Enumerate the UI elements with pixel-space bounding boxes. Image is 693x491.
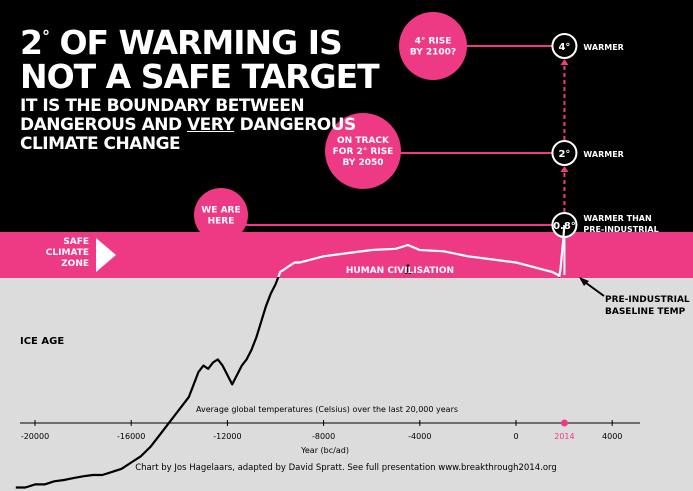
temperature-series-line-dark — [15, 277, 561, 489]
safe-zone-label-line: SAFE — [63, 237, 89, 247]
callout-bubble-text: BY 2100? — [410, 48, 456, 58]
temperature-marker-label: 2° — [558, 149, 570, 160]
baseline-annotation: PRE-INDUSTRIAL BASELINE TEMP — [579, 277, 690, 317]
headline-line-1-rest: OF WARMING IS — [48, 23, 342, 62]
zone-arrow-head — [96, 238, 116, 272]
callout-bubble-text: WE ARE — [201, 206, 240, 216]
temperature-marker-side-text: WARMER THAN — [583, 214, 651, 223]
temperature-marker-circle — [551, 33, 578, 59]
x-axis-tick-label: -16000 — [117, 432, 145, 441]
x-axis-tick-label: 0 — [513, 432, 518, 441]
temperature-marker-label: 4° — [558, 42, 570, 53]
callout-bubble-text: ON TRACK — [337, 136, 390, 146]
zone-arrow-shape — [0, 236, 118, 274]
callout-bubble-text: BY 2050 — [342, 158, 383, 168]
callout-bubble-text: 4° RISE — [415, 37, 452, 47]
walking-person-icon — [405, 264, 411, 274]
safe-zone-label-line: ZONE — [61, 259, 89, 269]
headline-number: 2 — [20, 23, 43, 62]
dashed-rise-arrowhead — [560, 59, 569, 65]
subheadline-line-2: DANGEROUS AND VERY DANGEROUS — [20, 117, 379, 134]
safe-zone-label-line: CLIMATE — [46, 248, 89, 258]
callout-bubble-text: FOR 2° RISE — [333, 147, 394, 157]
credit-line: Chart by Jos Hagelaars, adapted by David… — [135, 463, 557, 473]
subheadline-emphasis: VERY — [186, 115, 235, 135]
subheadline-part-c: DANGEROUS — [234, 115, 357, 135]
baseline-label-line-2: BASELINE TEMP — [605, 307, 686, 317]
x-axis-tick-label: -12000 — [213, 432, 241, 441]
chart-caption: Average global temperatures (Celsius) ov… — [196, 405, 458, 414]
x-axis-tick-label: 4000 — [602, 432, 622, 441]
x-axis-label: Year (bc/ad) — [300, 446, 349, 455]
headline-line-2: NOT A SAFE TARGET — [20, 57, 380, 96]
x-axis-tick-label: -4000 — [408, 432, 431, 441]
headline-degree: ° — [41, 27, 50, 46]
highlight-year-dot — [560, 419, 568, 427]
callout-bubble-text: HERE — [208, 217, 235, 227]
ice-age-label: ICE AGE — [20, 336, 64, 347]
x-axis-tick-label: -8000 — [312, 432, 335, 441]
callout-bubble — [325, 113, 401, 189]
headline-line-1: 2° OF WARMING IS — [20, 20, 379, 60]
x-axis-tick-label: -20000 — [21, 432, 49, 441]
temperature-series-line — [277, 224, 566, 277]
dark-background — [0, 0, 693, 232]
subheadline-line-3: CLIMATE CHANGE — [20, 134, 181, 154]
temperature-marker-side-text: WARMER — [583, 43, 623, 52]
headline: 2° OF WARMING IS NOT A SAFE TARGET IT IS… — [20, 20, 380, 154]
temperature-marker-side-text: PRE-INDUSTRIAL — [583, 225, 658, 234]
dashed-rise-arrowhead — [560, 166, 569, 172]
callout-bubble — [399, 12, 467, 80]
highlight-year-label: 2014 — [554, 432, 574, 441]
x-axis-ticks: -20000 -16000 -12000 -8000 -4000 0 4000 2014 — [21, 420, 622, 441]
grey-background — [0, 278, 693, 491]
temperature-marker-circle — [551, 140, 578, 166]
subheadline-line-1: IT IS THE BOUNDARY BETWEEN — [20, 96, 305, 116]
subheadline-part-a: DANGEROUS AND — [20, 115, 187, 135]
civilisation-label: HUMAN CIVILISATION — [346, 266, 454, 276]
temperature-marker-side-text: WARMER — [583, 150, 623, 159]
baseline-label-line-1: PRE-INDUSTRIAL — [605, 295, 690, 305]
callout-bubble — [194, 188, 248, 242]
